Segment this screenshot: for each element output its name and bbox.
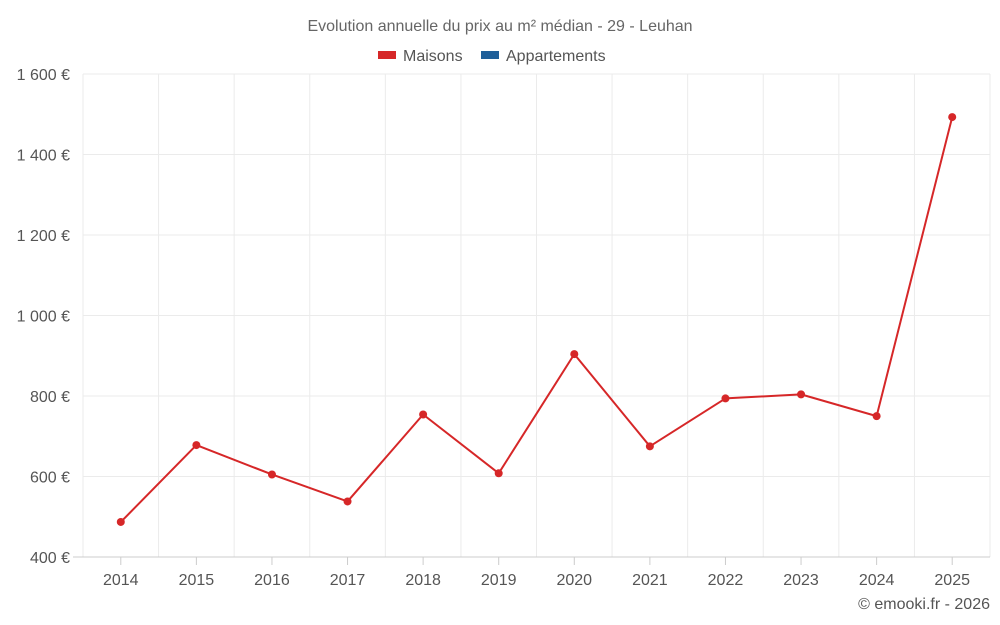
data-point[interactable] (192, 441, 201, 450)
y-tick-label: 1 400 € (17, 148, 70, 165)
x-tick-label: 2020 (556, 572, 592, 589)
data-point[interactable] (570, 350, 579, 359)
legend-item-maisons[interactable]: Maisons (378, 48, 463, 65)
series-line-maisons (120, 116, 954, 523)
y-tick-label: 600 € (30, 470, 70, 487)
x-tick-label: 2023 (783, 572, 819, 589)
chart-title: Evolution annuelle du prix au m² médian … (307, 18, 692, 35)
legend: Maisons Appartements (378, 48, 606, 65)
legend-item-appartements[interactable]: Appartements (481, 48, 606, 65)
x-tick-label: 2021 (632, 572, 668, 589)
x-axis: 2014 2015 2016 2017 2018 2019 2020 2021 2022 2023… (73, 556, 990, 589)
y-tick-label: 1 200 € (17, 228, 70, 245)
data-point[interactable] (797, 390, 806, 399)
legend-swatch-appartements (481, 51, 499, 59)
data-point[interactable] (645, 442, 654, 451)
grid (82, 73, 991, 557)
x-tick-label: 2022 (708, 572, 744, 589)
credit-text: © emooki.fr - 2026 (858, 596, 990, 613)
data-point[interactable] (116, 517, 125, 526)
legend-label-maisons: Maisons (403, 48, 463, 65)
x-tick-label: 2016 (254, 572, 290, 589)
legend-swatch-maisons (378, 51, 396, 59)
x-tick-label: 2017 (330, 572, 366, 589)
data-point[interactable] (419, 410, 428, 419)
data-point[interactable] (872, 412, 881, 421)
data-point[interactable] (343, 497, 352, 506)
data-point[interactable] (494, 469, 503, 478)
data-point[interactable] (721, 394, 730, 403)
y-axis: 400 € 600 € 800 € 1 000 € 1 200 € 1 400 € 1 60… (17, 67, 70, 567)
series-layer (116, 113, 957, 526)
data-point[interactable] (948, 113, 957, 122)
legend-label-appartements: Appartements (506, 48, 606, 65)
x-tick-label: 2024 (859, 572, 895, 589)
y-tick-label: 1 600 € (17, 67, 70, 84)
y-tick-label: 1 000 € (17, 309, 70, 326)
x-tick-label: 2014 (103, 572, 139, 589)
x-tick-label: 2015 (179, 572, 215, 589)
x-tick-label: 2018 (405, 572, 441, 589)
x-tick-label: 2025 (934, 572, 970, 589)
data-point[interactable] (267, 470, 276, 479)
y-tick-label: 400 € (30, 550, 70, 567)
y-tick-label: 800 € (30, 389, 70, 406)
x-tick-label: 2019 (481, 572, 517, 589)
